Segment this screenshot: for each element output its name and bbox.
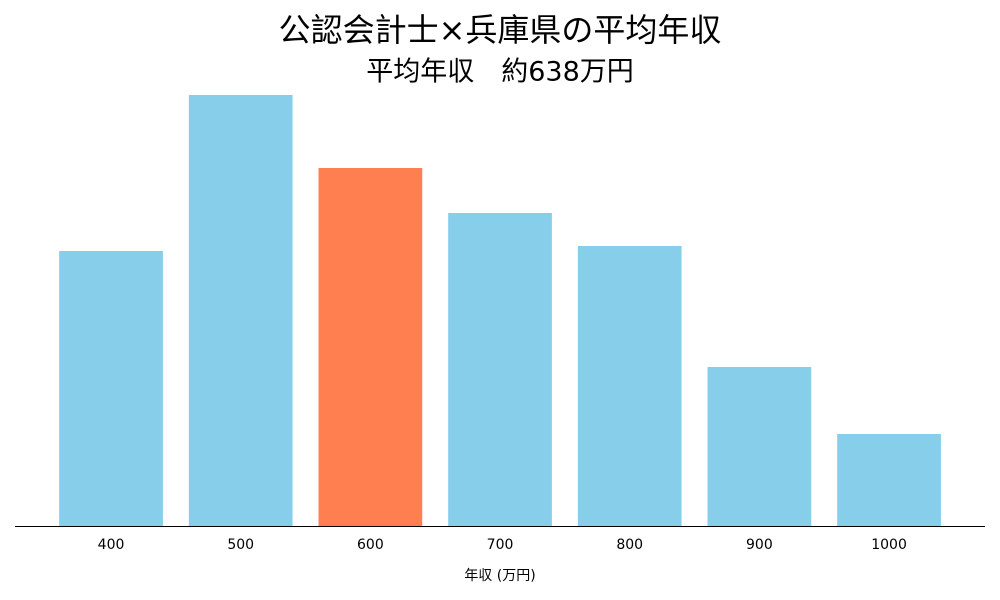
chart-title: 公認会計士×兵庫県の平均年収 — [279, 11, 722, 49]
bar — [59, 251, 163, 526]
bar — [577, 246, 682, 526]
bar — [707, 367, 812, 526]
x-axis-label: 年収 (万円) — [464, 568, 535, 584]
x-tick-label: 700 — [487, 537, 514, 553]
x-tick-label: 800 — [616, 537, 643, 553]
bar — [318, 168, 423, 526]
x-tick-label: 1000 — [871, 537, 907, 553]
bar — [837, 434, 941, 526]
x-tick-label: 900 — [746, 537, 773, 553]
chart-subtitle: 平均年収 約638万円 — [366, 57, 634, 88]
x-tick-label: 500 — [227, 537, 254, 553]
bar — [448, 213, 552, 526]
bar — [188, 95, 293, 526]
x-tick-label: 400 — [98, 537, 125, 553]
x-tick-label: 600 — [357, 537, 384, 553]
